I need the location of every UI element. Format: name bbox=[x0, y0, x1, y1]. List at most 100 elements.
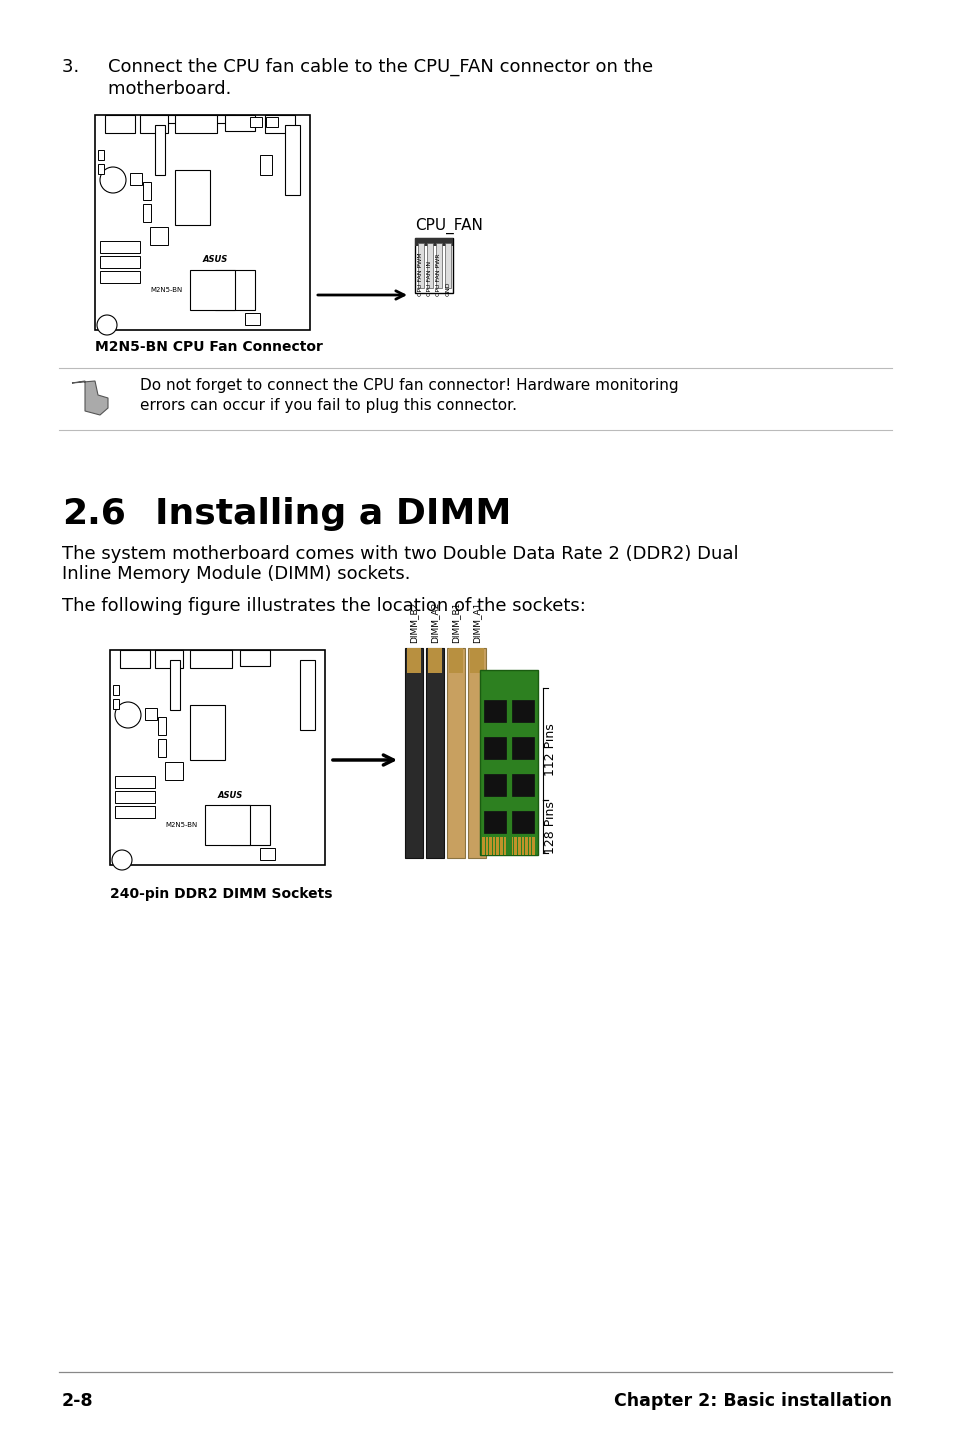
Bar bbox=[444, 243, 451, 288]
Bar bbox=[503, 837, 506, 856]
Text: The system motherboard comes with two Double Data Rate 2 (DDR2) Dual: The system motherboard comes with two Do… bbox=[62, 545, 738, 564]
Bar bbox=[100, 270, 140, 283]
Bar bbox=[510, 837, 513, 856]
Bar bbox=[260, 155, 272, 175]
Bar bbox=[190, 270, 234, 311]
Bar bbox=[447, 649, 464, 858]
Bar bbox=[98, 164, 104, 174]
Text: 2.6: 2.6 bbox=[62, 498, 126, 531]
Bar bbox=[174, 170, 210, 224]
Bar bbox=[470, 649, 483, 673]
Bar bbox=[105, 115, 135, 132]
Bar bbox=[154, 115, 234, 124]
Bar bbox=[521, 837, 523, 856]
Text: Chapter 2: Basic installation: Chapter 2: Basic installation bbox=[614, 1392, 891, 1411]
Bar bbox=[143, 183, 151, 200]
Bar bbox=[115, 777, 154, 788]
Bar bbox=[112, 699, 119, 709]
Text: Installing a DIMM: Installing a DIMM bbox=[154, 498, 511, 531]
Bar bbox=[512, 774, 534, 797]
Bar bbox=[265, 115, 294, 132]
Circle shape bbox=[112, 850, 132, 870]
Text: DIMM_B1: DIMM_B1 bbox=[451, 601, 460, 643]
Bar bbox=[415, 239, 453, 246]
Bar bbox=[285, 125, 299, 196]
Bar bbox=[266, 116, 277, 127]
Bar bbox=[426, 649, 443, 858]
Bar bbox=[514, 837, 517, 856]
Bar bbox=[405, 649, 422, 858]
Bar bbox=[436, 243, 441, 288]
Bar bbox=[483, 811, 505, 833]
Bar bbox=[158, 739, 166, 756]
Bar bbox=[130, 173, 142, 186]
Bar bbox=[174, 115, 216, 132]
Circle shape bbox=[115, 702, 141, 728]
Bar bbox=[100, 256, 140, 267]
Bar bbox=[517, 837, 520, 856]
Text: Do not forget to connect the CPU fan connector! Hardware monitoring: Do not forget to connect the CPU fan con… bbox=[140, 378, 678, 393]
Text: ASUS: ASUS bbox=[218, 791, 243, 800]
Bar bbox=[145, 707, 157, 720]
Bar bbox=[225, 115, 254, 131]
Bar bbox=[493, 837, 495, 856]
Text: CPU_FAN: CPU_FAN bbox=[415, 219, 482, 234]
Bar bbox=[507, 837, 509, 856]
Text: DIMM_A2: DIMM_A2 bbox=[430, 601, 439, 643]
Bar bbox=[479, 670, 537, 856]
Text: 3.     Connect the CPU fan cable to the CPU_FAN connector on the: 3. Connect the CPU fan cable to the CPU_… bbox=[62, 58, 653, 76]
Bar bbox=[245, 313, 260, 325]
Bar bbox=[483, 738, 505, 759]
Text: motherboard.: motherboard. bbox=[62, 81, 232, 98]
Text: errors can occur if you fail to plug this connector.: errors can occur if you fail to plug thi… bbox=[140, 398, 517, 413]
Bar bbox=[415, 239, 453, 293]
Bar bbox=[506, 837, 512, 856]
Bar bbox=[112, 684, 119, 695]
Bar bbox=[205, 805, 250, 846]
Text: ASUS: ASUS bbox=[203, 256, 228, 265]
Bar bbox=[115, 807, 154, 818]
Bar bbox=[483, 774, 505, 797]
Text: CPU FAN IN: CPU FAN IN bbox=[427, 260, 432, 296]
Text: GND: GND bbox=[445, 282, 450, 296]
Bar bbox=[154, 650, 183, 669]
Bar bbox=[165, 762, 183, 779]
Bar bbox=[143, 204, 151, 221]
Text: M2N5-BN CPU Fan Connector: M2N5-BN CPU Fan Connector bbox=[95, 339, 322, 354]
Bar bbox=[489, 837, 492, 856]
Bar bbox=[483, 700, 505, 722]
Bar bbox=[110, 650, 325, 866]
Bar bbox=[115, 791, 154, 802]
Bar bbox=[481, 837, 484, 856]
Text: M2N5-BN: M2N5-BN bbox=[150, 288, 182, 293]
Text: 2-8: 2-8 bbox=[62, 1392, 93, 1411]
Bar bbox=[512, 738, 534, 759]
Bar bbox=[417, 243, 423, 288]
Text: The following figure illustrates the location of the sockets:: The following figure illustrates the loc… bbox=[62, 597, 585, 615]
Text: DIMM_A1: DIMM_A1 bbox=[472, 601, 481, 643]
Circle shape bbox=[100, 167, 126, 193]
Text: CPU FAN PWM: CPU FAN PWM bbox=[418, 253, 423, 296]
Bar bbox=[158, 718, 166, 735]
Text: Inline Memory Module (DIMM) sockets.: Inline Memory Module (DIMM) sockets. bbox=[62, 565, 410, 582]
Bar bbox=[190, 650, 232, 669]
Bar bbox=[512, 811, 534, 833]
Circle shape bbox=[97, 315, 117, 335]
Bar bbox=[427, 243, 433, 288]
Bar bbox=[190, 705, 225, 761]
Bar bbox=[170, 660, 180, 710]
Bar bbox=[407, 649, 420, 673]
Bar bbox=[95, 115, 310, 329]
Bar bbox=[499, 837, 502, 856]
Bar bbox=[428, 649, 441, 673]
Bar bbox=[468, 649, 485, 858]
Bar bbox=[98, 150, 104, 160]
Bar bbox=[140, 115, 168, 132]
Text: 240-pin DDR2 DIMM Sockets: 240-pin DDR2 DIMM Sockets bbox=[110, 887, 333, 902]
Bar bbox=[485, 837, 488, 856]
Bar bbox=[532, 837, 535, 856]
Bar bbox=[525, 837, 527, 856]
Bar bbox=[150, 227, 168, 244]
Bar bbox=[496, 837, 498, 856]
Bar bbox=[250, 116, 262, 127]
